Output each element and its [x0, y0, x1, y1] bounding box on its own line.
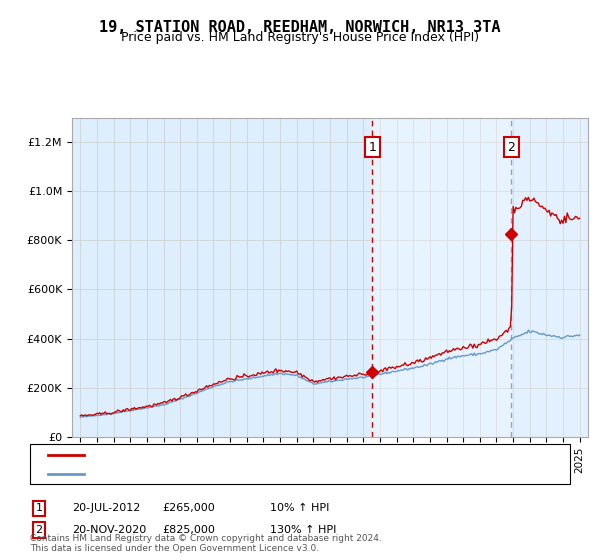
Text: 19, STATION ROAD, REEDHAM, NORWICH, NR13 3TA (detached house): 19, STATION ROAD, REEDHAM, NORWICH, NR13… [93, 450, 458, 460]
Text: 20-JUL-2012: 20-JUL-2012 [72, 503, 140, 514]
Text: 19, STATION ROAD, REEDHAM, NORWICH, NR13 3TA: 19, STATION ROAD, REEDHAM, NORWICH, NR13… [99, 20, 501, 35]
Text: 1: 1 [35, 503, 43, 514]
Text: £825,000: £825,000 [162, 525, 215, 535]
Text: 2: 2 [35, 525, 43, 535]
Text: Price paid vs. HM Land Registry's House Price Index (HPI): Price paid vs. HM Land Registry's House … [121, 31, 479, 44]
Bar [373, 118, 511, 437]
Bar [511, 118, 588, 437]
Text: 20-NOV-2020: 20-NOV-2020 [72, 525, 146, 535]
Text: 2: 2 [508, 141, 515, 153]
Text: Contains HM Land Registry data © Crown copyright and database right 2024.
This d: Contains HM Land Registry data © Crown c… [30, 534, 382, 553]
Text: HPI: Average price, detached house, Broadland: HPI: Average price, detached house, Broa… [93, 469, 339, 479]
Text: 130% ↑ HPI: 130% ↑ HPI [270, 525, 337, 535]
Text: £265,000: £265,000 [162, 503, 215, 514]
Text: 10% ↑ HPI: 10% ↑ HPI [270, 503, 329, 514]
Text: 1: 1 [368, 141, 376, 153]
